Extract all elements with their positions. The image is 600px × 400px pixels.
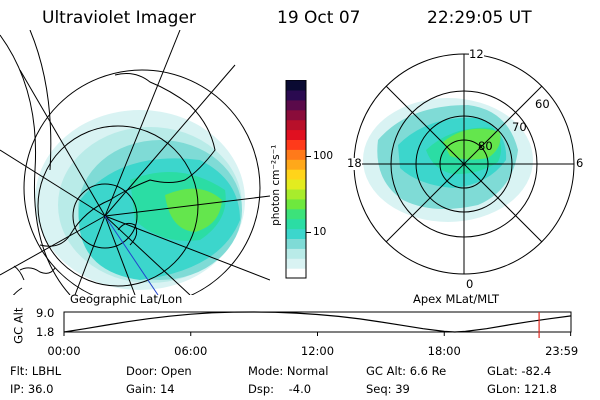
glon-readout: GLon: 121.8 bbox=[487, 382, 557, 396]
apex-panel-label: Apex MLat/MLT bbox=[413, 292, 500, 306]
chart-ylabel: GC Alt bbox=[11, 307, 26, 344]
colorbar bbox=[285, 80, 307, 279]
mlt-label-6: 6 bbox=[576, 156, 584, 170]
gain-readout: Gain: 14 bbox=[126, 382, 175, 396]
colorbar-stop bbox=[286, 139, 306, 150]
colorbar-stop bbox=[286, 119, 306, 131]
lat-label-60: 60 bbox=[535, 97, 550, 111]
colorbar-tick-label: 100 bbox=[313, 150, 334, 163]
colorbar-stop bbox=[286, 159, 306, 170]
colorbar-tick-mark bbox=[306, 232, 311, 234]
ip-readout: IP: 36.0 bbox=[10, 382, 54, 396]
colorbar-stop bbox=[286, 218, 306, 230]
gc-alt-readout: GC Alt: 6.6 Re bbox=[366, 364, 447, 378]
altitude-series-line bbox=[63, 311, 572, 333]
x-tick-label: 23:59 bbox=[545, 344, 579, 358]
colorbar-stop bbox=[286, 198, 306, 210]
colorbar-stop bbox=[286, 179, 306, 190]
dsp-readout: Dsp: -4.0 bbox=[248, 382, 312, 396]
x-tick-label: 18:00 bbox=[427, 344, 461, 358]
geographic-image bbox=[0, 30, 270, 295]
lat-label-70: 70 bbox=[512, 120, 527, 134]
geographic-panel-label: Geographic Lat/Lon bbox=[70, 292, 183, 306]
colorbar-stop bbox=[286, 89, 306, 101]
colorbar-stop bbox=[286, 149, 306, 160]
mlt-label-12: 12 bbox=[469, 47, 484, 61]
left-emission bbox=[35, 110, 245, 290]
colorbar-unit-label: photon cm⁻²s⁻¹ bbox=[269, 144, 282, 226]
seq-readout: Seq: 39 bbox=[366, 382, 410, 396]
glat-readout: GLat: -82.4 bbox=[487, 364, 552, 378]
colorbar-stop bbox=[286, 129, 306, 140]
colorbar-tick-mark bbox=[306, 156, 311, 158]
colorbar-stop bbox=[286, 268, 306, 279]
x-tick-label: 12:00 bbox=[300, 344, 335, 358]
instrument-title: Ultraviolet Imager bbox=[42, 8, 196, 28]
colorbar-stop bbox=[286, 228, 306, 239]
colorbar-stop bbox=[286, 109, 306, 121]
colorbar-stop bbox=[286, 258, 306, 269]
mlt-label-0: 0 bbox=[466, 277, 474, 291]
right-emission bbox=[363, 98, 533, 222]
ytick-top: 9.0 bbox=[36, 306, 55, 320]
observation-date: 19 Oct 07 bbox=[277, 8, 361, 28]
polar-grid bbox=[353, 53, 575, 275]
altitude-timeline-chart bbox=[63, 311, 572, 338]
colorbar-stop bbox=[286, 188, 306, 200]
observation-time: 22:29:05 UT bbox=[427, 8, 532, 28]
mlat-mlt-polar-plot bbox=[353, 53, 575, 275]
colorbar-tick-label: 10 bbox=[313, 226, 327, 239]
filter-readout: Flt: LBHL bbox=[10, 364, 62, 378]
mode-readout: Mode: Normal bbox=[248, 364, 329, 378]
geographic-grid bbox=[0, 30, 270, 295]
colorbar-stop bbox=[286, 80, 306, 91]
ytick-bottom: 1.8 bbox=[36, 325, 55, 339]
colorbar-stop bbox=[286, 169, 306, 180]
colorbar-stop bbox=[286, 238, 306, 249]
door-readout: Door: Open bbox=[126, 364, 192, 378]
x-tick-label: 00:00 bbox=[47, 344, 81, 358]
x-tick-label: 06:00 bbox=[174, 344, 208, 358]
colorbar-stop bbox=[286, 99, 306, 111]
lat-label-80: 80 bbox=[478, 139, 493, 153]
colorbar-stop bbox=[286, 208, 306, 220]
mlt-label-18: 18 bbox=[347, 156, 362, 170]
colorbar-stop bbox=[286, 248, 306, 259]
